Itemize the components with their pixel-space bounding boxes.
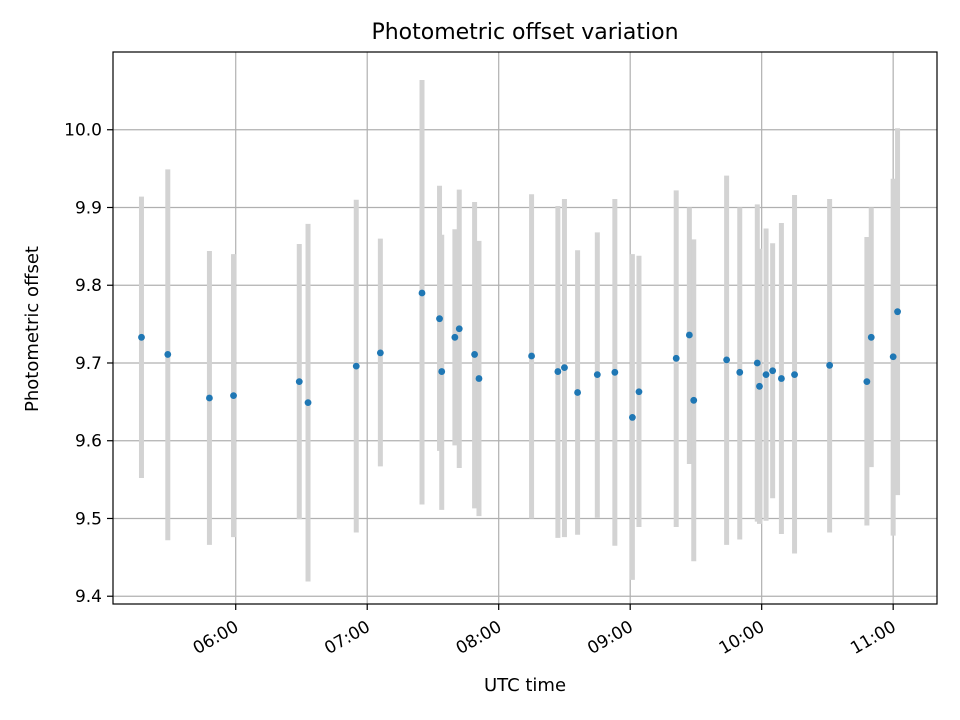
data-point <box>206 394 213 402</box>
data-point <box>889 353 897 361</box>
data-point <box>418 289 426 297</box>
y-tick-label: 9.7 <box>75 354 102 374</box>
y-tick-label: 9.8 <box>75 276 102 296</box>
data-point <box>863 378 871 386</box>
data-point <box>753 359 761 367</box>
data-point <box>611 368 619 376</box>
data-point <box>723 356 731 364</box>
data-point <box>672 354 680 362</box>
y-tick-label: 9.6 <box>75 432 102 452</box>
data-point <box>826 361 834 369</box>
data-point <box>475 375 483 382</box>
data-point <box>138 333 145 341</box>
y-axis-label: Photometric offset <box>22 246 43 412</box>
data-point <box>574 389 581 396</box>
data-point <box>376 349 384 357</box>
data-points <box>138 289 901 421</box>
data-point <box>756 382 763 390</box>
data-point <box>438 368 446 375</box>
data-point <box>295 378 303 386</box>
data-point <box>894 308 901 316</box>
data-point <box>451 333 459 341</box>
data-point <box>436 315 443 323</box>
data-point <box>528 352 535 360</box>
data-point <box>685 331 693 339</box>
y-tick-label: 9.4 <box>75 587 102 607</box>
data-point <box>635 388 643 396</box>
data-point <box>762 371 770 379</box>
y-tick-label: 9.5 <box>75 509 102 529</box>
y-tick-label: 10.0 <box>64 121 102 141</box>
data-point <box>593 371 601 379</box>
data-point <box>554 368 562 375</box>
grid <box>113 52 937 604</box>
plot-frame <box>112 51 938 605</box>
data-point <box>778 375 785 382</box>
data-point <box>304 399 312 407</box>
data-point <box>736 368 744 376</box>
chart-title: Photometric offset variation <box>371 20 678 45</box>
data-point <box>791 371 798 379</box>
data-point <box>561 364 568 372</box>
data-point <box>164 351 172 358</box>
data-point <box>867 333 875 341</box>
data-point <box>690 396 698 404</box>
y-axis: 9.4 9.5 9.6 9.7 9.8 9.9 10.0 <box>64 121 113 607</box>
data-point <box>352 362 360 370</box>
y-tick-label: 9.9 <box>75 198 102 218</box>
data-point <box>455 325 463 333</box>
data-point <box>230 392 237 400</box>
data-point <box>471 351 478 358</box>
data-point <box>628 414 636 421</box>
data-point <box>769 367 777 375</box>
x-axis-label: UTC time <box>484 675 566 696</box>
